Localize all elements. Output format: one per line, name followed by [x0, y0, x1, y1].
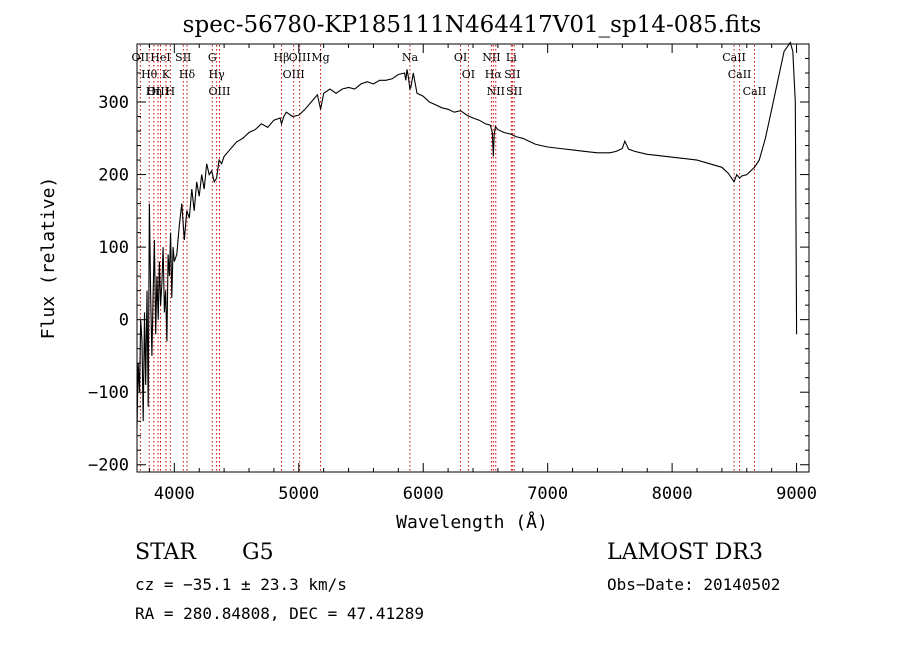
survey-name: LAMOST DR3 — [607, 540, 763, 565]
line-marker-label: Hδ — [179, 68, 196, 81]
line-marker-label: OI — [454, 51, 467, 64]
line-marker-label: CaII — [728, 68, 752, 81]
object-class: STAR — [135, 540, 196, 565]
plot-frame — [136, 43, 810, 473]
line-marker-label: NII — [482, 51, 500, 64]
line-marker-label: Hα — [485, 68, 503, 81]
line-marker-label: OIII — [283, 68, 305, 81]
line-marker-label: HeI — [150, 51, 170, 64]
line-marker-label: OII — [132, 51, 150, 64]
line-marker-label: OIII — [147, 85, 169, 98]
line-marker-label: SII — [506, 85, 522, 98]
y-tick-label: −100 — [88, 383, 129, 403]
x-tick-label: 9000 — [776, 484, 817, 504]
line-marker-label: NII — [487, 85, 505, 98]
line-marker-label: OI — [462, 68, 475, 81]
line-marker-label: K — [162, 68, 171, 81]
line-marker-label: SII — [175, 51, 191, 64]
y-tick-label: 0 — [119, 311, 129, 331]
y-tick-label: 100 — [98, 238, 129, 258]
line-marker-label: G — [208, 51, 217, 64]
x-tick-label: 5000 — [278, 484, 319, 504]
x-axis: 4000 5000 6000 7000 8000 9000 — [148, 44, 817, 504]
x-tick-label: 6000 — [403, 484, 444, 504]
line-marker-label: OIII — [289, 51, 311, 64]
y-tick-label: 300 — [98, 93, 129, 113]
x-tick-label: 8000 — [652, 484, 693, 504]
line-marker-label: Mg — [311, 51, 329, 64]
x-axis-label: Wavelength (Å) — [396, 511, 548, 533]
y-tick-label: −200 — [88, 456, 129, 476]
x-tick-label: 7000 — [527, 484, 568, 504]
chart-title: spec-56780-KP185111N464417V01_sp14-085.f… — [183, 12, 762, 38]
line-marker-label: Hη — [146, 85, 162, 98]
line-marker-label: OIII — [208, 85, 230, 98]
line-marker-label: Hβ — [274, 51, 290, 64]
y-tick-label: 200 — [98, 166, 129, 186]
object-subclass: G5 — [242, 540, 274, 565]
spectrum-line — [136, 41, 798, 429]
line-marker-label: Na — [402, 51, 419, 64]
y-axis-label: Flux (relative) — [38, 177, 59, 340]
line-marker-label: CaII — [722, 51, 746, 64]
line-marker-label: Hθ — [141, 68, 158, 81]
line-marker-label: Li — [506, 51, 517, 64]
line-marker-label: H — [166, 85, 176, 98]
coordinates: RA = 280.84808, DEC = 47.41289 — [135, 604, 424, 623]
line-marker-label: Hγ — [209, 68, 226, 81]
redshift-readout: cz = −35.1 ± 23.3 km/s — [135, 575, 347, 594]
line-marker-label: CaII — [743, 85, 767, 98]
y-axis: −200 −100 0 100 200 300 — [88, 58, 809, 476]
obs-date: Obs−Date: 20140502 — [607, 575, 781, 594]
x-tick-label: 4000 — [154, 484, 195, 504]
line-marker-label: SII — [504, 68, 520, 81]
